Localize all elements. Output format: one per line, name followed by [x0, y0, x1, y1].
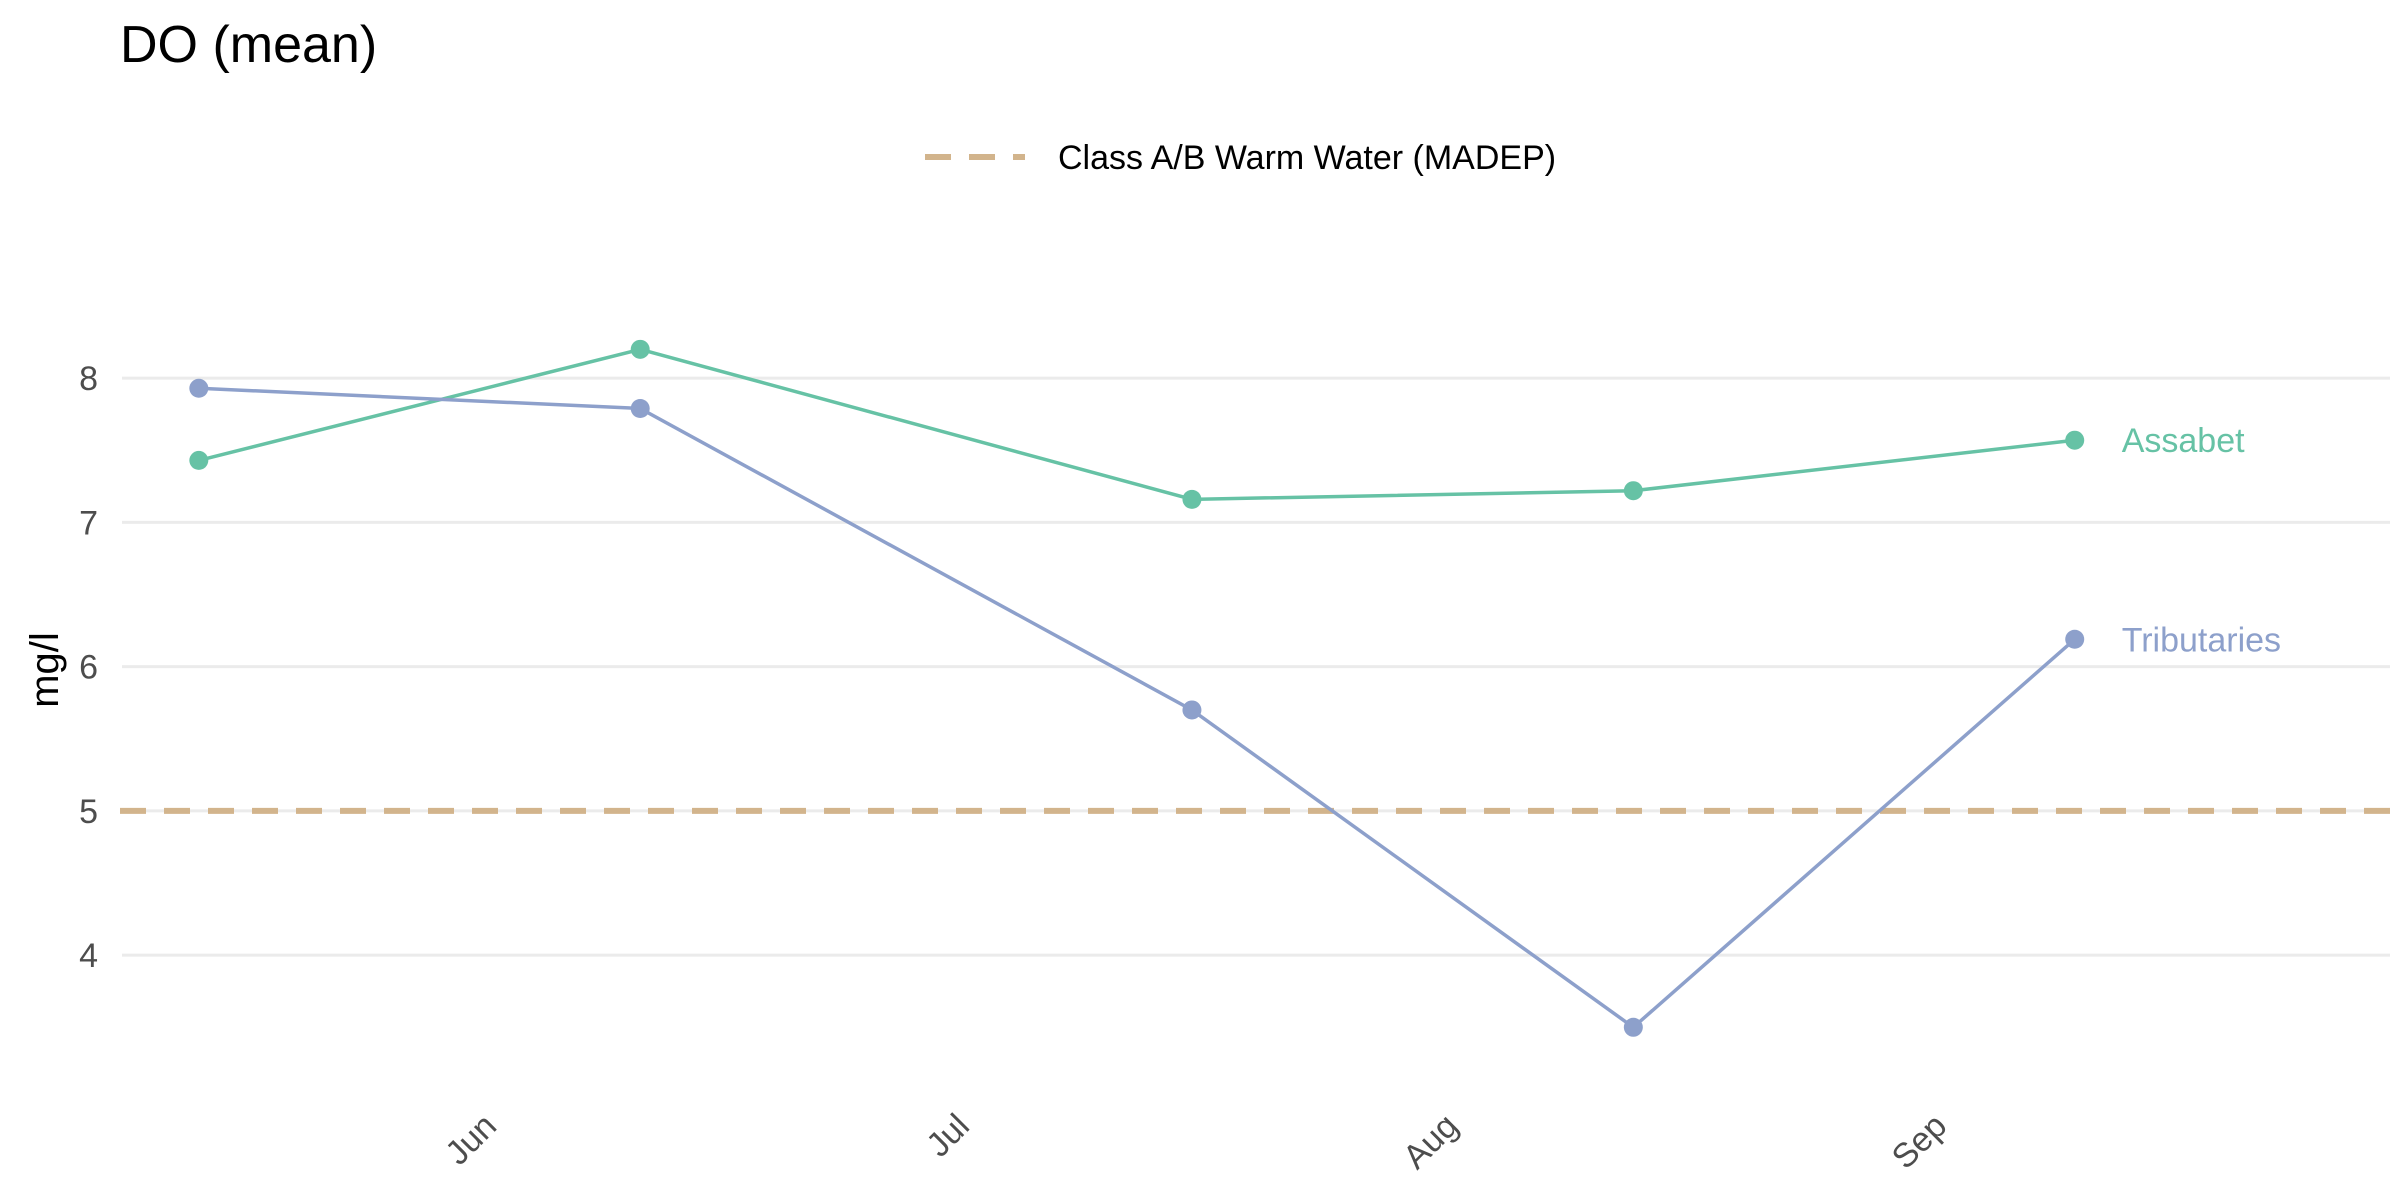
y-tick-label: 6	[79, 649, 98, 687]
data-point-assabet	[189, 450, 209, 470]
data-point-tributaries	[630, 398, 650, 418]
legend-label: Class A/B Warm Water (MADEP)	[1058, 139, 1556, 177]
series-label-assabet: Assabet	[2122, 422, 2245, 460]
data-point-assabet	[630, 339, 650, 359]
data-point-tributaries	[1623, 1017, 1643, 1037]
legend: Class A/B Warm Water (MADEP)	[925, 139, 1556, 177]
chart-title: DO (mean)	[120, 16, 377, 74]
series-layer: Assabet Tributaries	[189, 339, 2281, 1037]
x-tick-label: Sep	[1885, 1107, 1955, 1177]
y-axis-ticks: 4 5 6 7 8	[79, 360, 98, 975]
data-point-tributaries	[189, 378, 209, 398]
x-axis-ticks: Jun Jul Aug Sep	[438, 1107, 1954, 1177]
y-tick-label: 8	[79, 360, 98, 398]
x-tick-label: Aug	[1396, 1107, 1466, 1177]
y-axis-title: mg/l	[23, 632, 67, 708]
data-point-assabet	[1182, 489, 1202, 509]
y-tick-label: 4	[79, 937, 98, 975]
y-tick-label: 5	[79, 793, 98, 831]
series-line-assabet	[198, 347, 2075, 502]
y-tick-label: 7	[79, 504, 98, 542]
series-label-tributaries: Tributaries	[2122, 621, 2281, 659]
data-point-assabet	[1623, 481, 1643, 501]
x-tick-label: Jul	[919, 1107, 977, 1165]
data-point-assabet	[2065, 430, 2085, 450]
x-tick-label: Jun	[438, 1107, 504, 1173]
data-point-tributaries	[2065, 629, 2085, 649]
data-point-tributaries	[1182, 700, 1202, 720]
gridlines	[122, 376, 2390, 957]
